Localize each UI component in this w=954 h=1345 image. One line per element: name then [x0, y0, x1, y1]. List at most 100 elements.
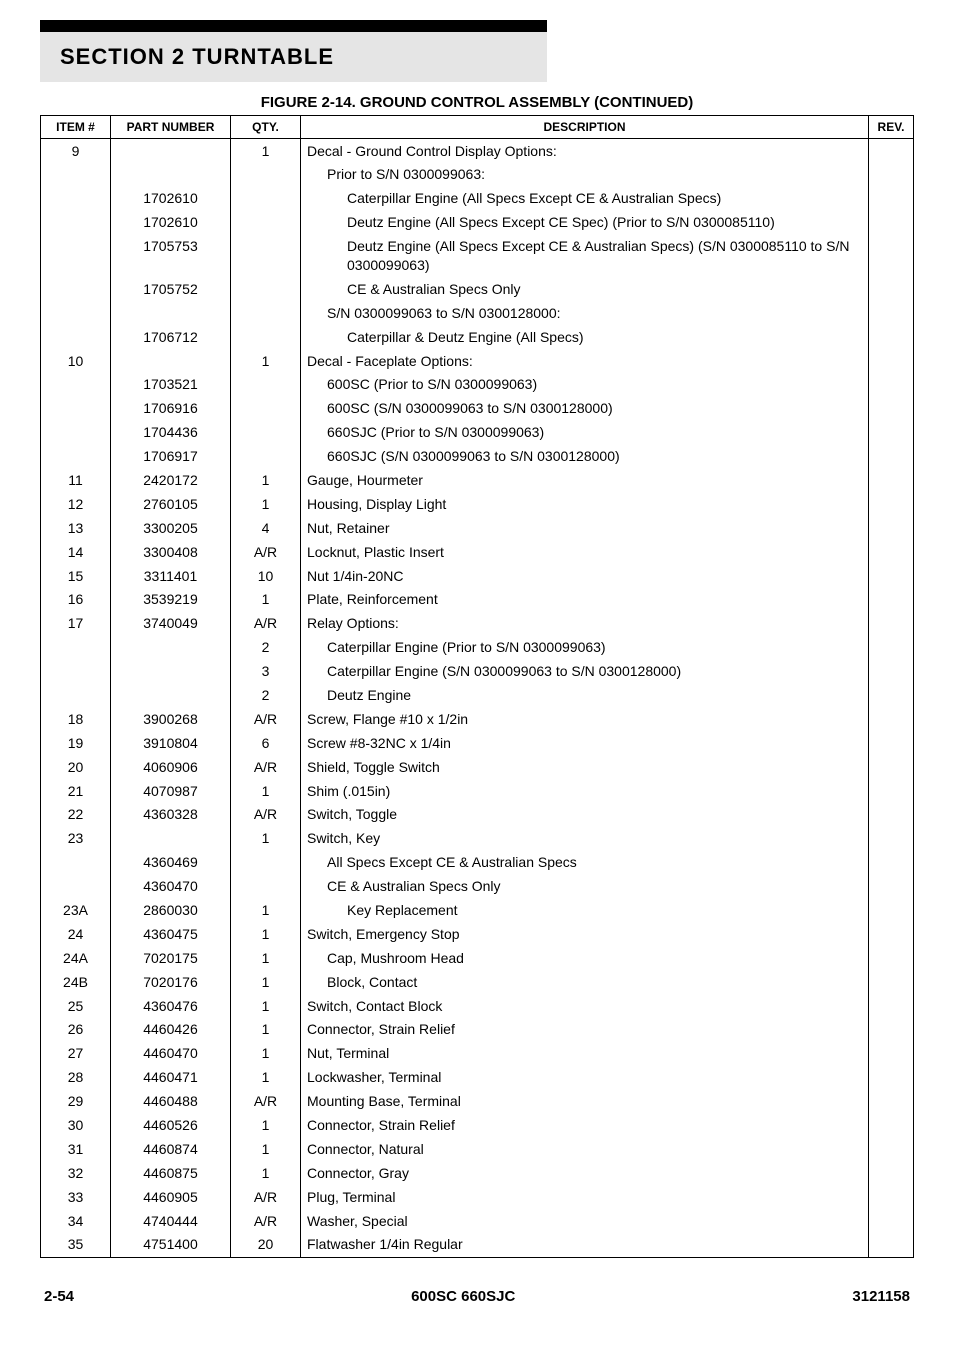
cell-qty: A/R [231, 540, 301, 564]
cell-item [41, 163, 111, 187]
section-title: SECTION 2 TURNTABLE [60, 44, 527, 70]
cell-item [41, 277, 111, 301]
desc-text: Block, Contact [307, 973, 417, 992]
cell-qty: 4 [231, 516, 301, 540]
cell-part [111, 139, 231, 163]
cell-desc: Switch, Key [301, 827, 869, 851]
table-row: S/N 0300099063 to S/N 0300128000: [41, 301, 914, 325]
cell-rev [869, 1090, 914, 1114]
desc-text: Switch, Key [307, 829, 380, 848]
cell-desc: Washer, Special [301, 1209, 869, 1233]
cell-qty: 1 [231, 349, 301, 373]
cell-item [41, 187, 111, 211]
cell-part: 2860030 [111, 899, 231, 923]
cell-desc: Prior to S/N 0300099063: [301, 163, 869, 187]
cell-rev [869, 516, 914, 540]
cell-desc: Shim (.015in) [301, 779, 869, 803]
desc-text: Nut, Terminal [307, 1044, 389, 1063]
desc-text: S/N 0300099063 to S/N 0300128000: [307, 304, 561, 323]
cell-part: 1704436 [111, 421, 231, 445]
cell-part [111, 163, 231, 187]
cell-qty: 6 [231, 731, 301, 755]
cell-qty [231, 875, 301, 899]
cell-rev [869, 540, 914, 564]
cell-desc: Shield, Toggle Switch [301, 755, 869, 779]
desc-text: Connector, Gray [307, 1164, 409, 1183]
cell-qty: 1 [231, 1161, 301, 1185]
cell-rev [869, 660, 914, 684]
cell-desc: S/N 0300099063 to S/N 0300128000: [301, 301, 869, 325]
cell-qty: 1 [231, 1066, 301, 1090]
cell-item: 25 [41, 994, 111, 1018]
table-row: 3Caterpillar Engine (S/N 0300099063 to S… [41, 660, 914, 684]
parts-table: ITEM # PART NUMBER QTY. DESCRIPTION REV.… [40, 115, 914, 1258]
cell-qty [231, 163, 301, 187]
cell-desc: All Specs Except CE & Australian Specs [301, 851, 869, 875]
cell-item [41, 373, 111, 397]
cell-desc: Switch, Contact Block [301, 994, 869, 1018]
desc-text: Caterpillar Engine (S/N 0300099063 to S/… [307, 662, 681, 681]
table-row: 91Decal - Ground Control Display Options… [41, 139, 914, 163]
cell-item [41, 875, 111, 899]
cell-rev [869, 421, 914, 445]
col-header-rev: REV. [869, 116, 914, 139]
desc-text: Nut 1/4in-20NC [307, 567, 404, 586]
cell-part: 4360476 [111, 994, 231, 1018]
cell-item: 20 [41, 755, 111, 779]
desc-text: Shield, Toggle Switch [307, 758, 440, 777]
cell-rev [869, 211, 914, 235]
table-row: 2Deutz Engine [41, 683, 914, 707]
cell-item: 30 [41, 1114, 111, 1138]
desc-text: Prior to S/N 0300099063: [307, 165, 485, 184]
cell-desc: Connector, Natural [301, 1137, 869, 1161]
table-row: 344740444A/RWasher, Special [41, 1209, 914, 1233]
desc-text: Housing, Display Light [307, 495, 446, 514]
cell-item [41, 325, 111, 349]
cell-part: 4460905 [111, 1185, 231, 1209]
cell-rev [869, 1161, 914, 1185]
cell-desc: CE & Australian Specs Only [301, 277, 869, 301]
table-row: 1635392191Plate, Reinforcement [41, 588, 914, 612]
table-row: 204060906A/RShield, Toggle Switch [41, 755, 914, 779]
cell-qty: 1 [231, 827, 301, 851]
cell-part: 1705753 [111, 235, 231, 278]
footer-center: 600SC 660SJC [411, 1288, 515, 1305]
desc-text: Gauge, Hourmeter [307, 471, 423, 490]
cell-part: 4060906 [111, 755, 231, 779]
cell-item: 35 [41, 1233, 111, 1257]
cell-part: 4460875 [111, 1161, 231, 1185]
table-row: 1706916600SC (S/N 0300099063 to S/N 0300… [41, 397, 914, 421]
cell-item: 23 [41, 827, 111, 851]
cell-item [41, 235, 111, 278]
footer-right: 3121158 [852, 1288, 910, 1305]
cell-part: 4070987 [111, 779, 231, 803]
cell-rev [869, 803, 914, 827]
cell-rev [869, 1137, 914, 1161]
cell-desc: Housing, Display Light [301, 492, 869, 516]
cell-item: 18 [41, 707, 111, 731]
cell-item: 24B [41, 970, 111, 994]
cell-rev [869, 827, 914, 851]
cell-item: 33 [41, 1185, 111, 1209]
cell-item [41, 660, 111, 684]
cell-rev [869, 994, 914, 1018]
cell-item: 10 [41, 349, 111, 373]
cell-part: 4360328 [111, 803, 231, 827]
desc-text: Caterpillar Engine (Prior to S/N 0300099… [307, 638, 606, 657]
cell-qty: A/R [231, 1209, 301, 1233]
cell-item: 32 [41, 1161, 111, 1185]
cell-part: 1702610 [111, 211, 231, 235]
desc-text: Lockwasher, Terminal [307, 1068, 441, 1087]
desc-text: Relay Options: [307, 614, 399, 633]
desc-text: Plug, Terminal [307, 1188, 395, 1207]
cell-part: 3300408 [111, 540, 231, 564]
cell-item: 11 [41, 468, 111, 492]
desc-text: Key Replacement [307, 901, 458, 920]
cell-rev [869, 1042, 914, 1066]
cell-desc: Lockwasher, Terminal [301, 1066, 869, 1090]
cell-item: 9 [41, 139, 111, 163]
cell-item: 14 [41, 540, 111, 564]
desc-text: Deutz Engine [307, 686, 411, 705]
table-row: 1702610Deutz Engine (All Specs Except CE… [41, 211, 914, 235]
desc-text: Switch, Contact Block [307, 997, 442, 1016]
